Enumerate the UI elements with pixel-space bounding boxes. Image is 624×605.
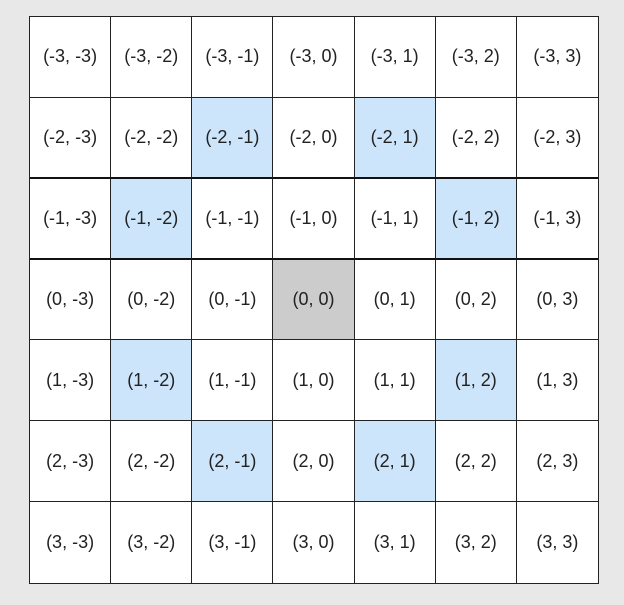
grid-cell: (2, 0) <box>273 421 355 503</box>
grid-cell: (0, 0) <box>273 259 355 341</box>
grid-cell: (2, -2) <box>111 421 193 503</box>
grid-cell: (3, -2) <box>111 502 193 583</box>
grid-cell: (-1, 0) <box>273 178 355 260</box>
grid-cell: (-3, -2) <box>111 17 193 98</box>
grid-cell: (0, 2) <box>435 259 517 341</box>
grid-cell: (-1, 3) <box>516 178 598 260</box>
grid-cell: (-2, -1) <box>192 97 274 179</box>
grid-cell: (0, -3) <box>30 259 112 341</box>
grid-cell: (0, -2) <box>111 259 193 341</box>
grid-cell: (-3, 2) <box>435 17 517 98</box>
grid-cell: (3, -3) <box>30 502 112 583</box>
grid-cell: (-2, 3) <box>516 97 598 179</box>
grid-cell: (1, 0) <box>273 340 355 422</box>
grid-cell: (0, 3) <box>516 259 598 341</box>
grid-cell: (3, 2) <box>435 502 517 583</box>
grid-cell: (-1, -1) <box>192 178 274 260</box>
grid-cell: (1, -3) <box>30 340 112 422</box>
grid-cell: (2, -3) <box>30 421 112 503</box>
grid-cell: (-1, -3) <box>30 178 112 260</box>
grid-cell: (0, 1) <box>354 259 436 341</box>
grid-cell: (3, 3) <box>516 502 598 583</box>
grid-cell: (1, 3) <box>516 340 598 422</box>
grid-cell: (-2, 1) <box>354 97 436 179</box>
grid-cell: (1, -2) <box>111 340 193 422</box>
grid-cell: (1, 2) <box>435 340 517 422</box>
grid-cell: (1, 1) <box>354 340 436 422</box>
grid-cell: (-3, 3) <box>516 17 598 98</box>
grid-cell: (2, 2) <box>435 421 517 503</box>
grid-cell: (2, 1) <box>354 421 436 503</box>
grid-cell: (3, 0) <box>273 502 355 583</box>
grid-cell: (-2, -2) <box>111 97 193 179</box>
grid-cell: (0, -1) <box>192 259 274 341</box>
grid-cell: (-3, 0) <box>273 17 355 98</box>
grid-cell: (2, -1) <box>192 421 274 503</box>
coordinate-grid: (-3, -3) (-3, -2) (-3, -1) (-3, 0) (-3, 1) (-… <box>29 16 599 584</box>
grid-cell: (2, 3) <box>516 421 598 503</box>
grid-cell: (-1, 2) <box>435 178 517 260</box>
grid-cell: (-2, 2) <box>435 97 517 179</box>
grid-cell: (-1, -2) <box>111 178 193 260</box>
grid-cell: (-1, 1) <box>354 178 436 260</box>
grid-cell: (3, 1) <box>354 502 436 583</box>
grid-cell: (-3, 1) <box>354 17 436 98</box>
grid-cell: (-2, -3) <box>30 97 112 179</box>
grid-cell: (-3, -3) <box>30 17 112 98</box>
grid-cell: (3, -1) <box>192 502 274 583</box>
grid-cell: (-3, -1) <box>192 17 274 98</box>
grid-cell: (-2, 0) <box>273 97 355 179</box>
grid-cell: (1, -1) <box>192 340 274 422</box>
